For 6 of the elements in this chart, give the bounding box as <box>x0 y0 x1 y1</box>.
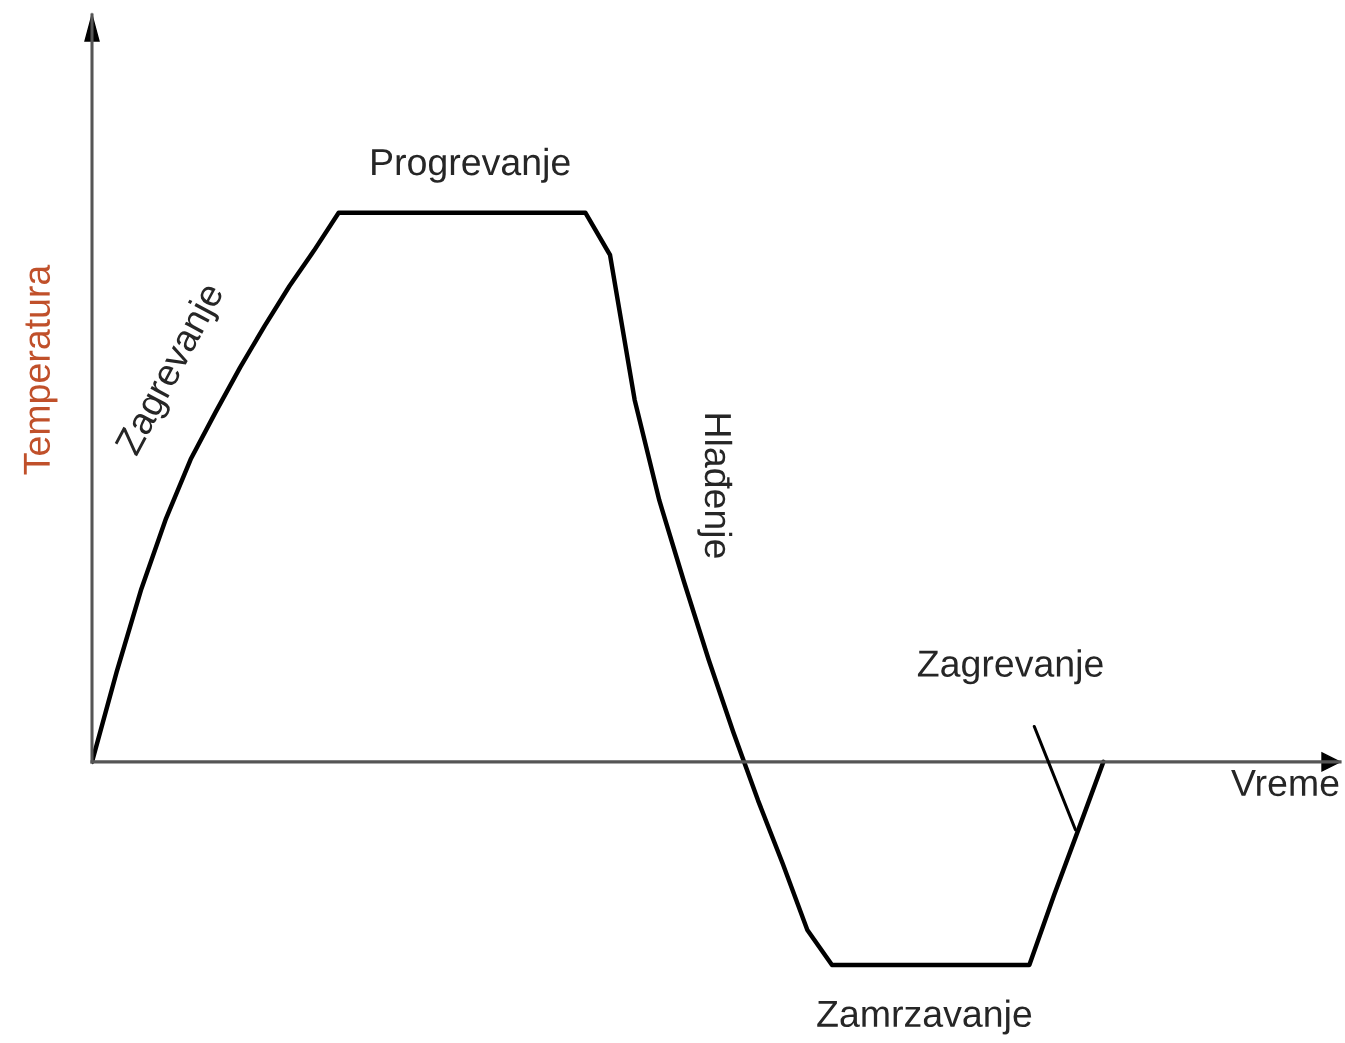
x-axis-title: Vreme <box>1231 770 1339 797</box>
annotation: Zagrevanje <box>917 649 1103 685</box>
y-axis-title: Temperatura <box>23 264 58 475</box>
annotation: Hlađenje <box>697 414 733 558</box>
text: Progrevanje <box>372 147 570 183</box>
text: Zamrzavanje <box>817 999 1032 1035</box>
